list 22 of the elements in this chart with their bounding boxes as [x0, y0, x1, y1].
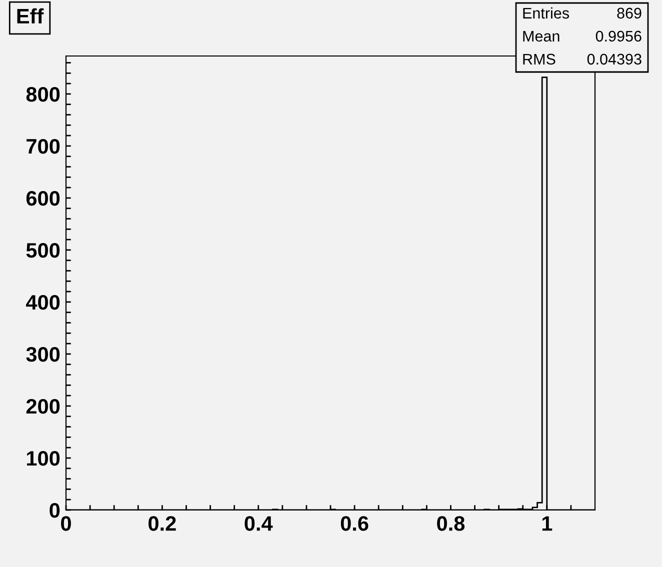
text: 869	[617, 8, 642, 19]
y-tick-label: 100	[27, 450, 60, 466]
x-tick-label: 1	[542, 516, 552, 531]
x-tick-label: 0.2	[148, 516, 176, 531]
y-tick-label: 200	[26, 398, 60, 414]
text: 0.9956	[596, 30, 642, 42]
y-tick-label: 500	[26, 242, 60, 258]
y-tick-label: 0	[50, 503, 60, 518]
x-tick-label: 0.8	[437, 516, 465, 531]
y-tick-label: 800	[26, 86, 60, 102]
y-tick-label: 300	[26, 346, 60, 362]
annotation: 0.04393	[587, 54, 642, 65]
text: Mean	[523, 30, 560, 42]
annotation: RMS	[523, 54, 556, 65]
x-tick-label: 0	[61, 516, 71, 531]
x-tick-label: 0.6	[340, 516, 368, 531]
y-tick-label: 600	[26, 190, 60, 206]
y-tick-label: 400	[26, 294, 60, 310]
text: Entries	[523, 7, 569, 19]
x-tick-label: 0.4	[244, 516, 273, 531]
chart-title: Eff	[17, 8, 44, 24]
y-tick-label: 700	[26, 138, 60, 154]
